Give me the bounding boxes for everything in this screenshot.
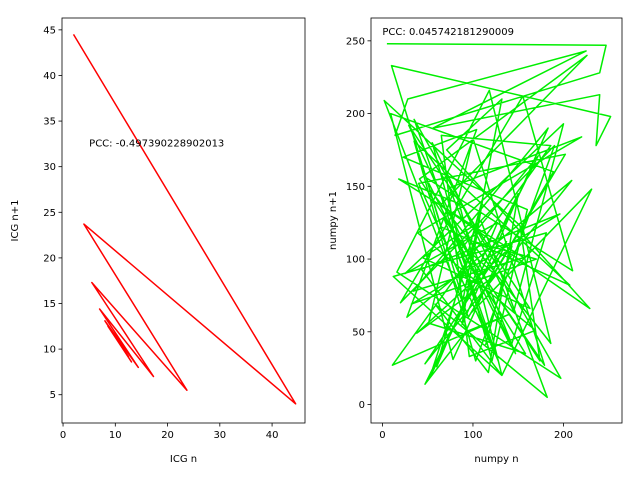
pcc-annotation: PCC: -0.497390228902013 xyxy=(89,139,224,150)
x-axis-label: ICG n xyxy=(170,454,197,465)
right-plot: 0 100 200 0 50 100 150 200 250 numpy n numpy n+1 PC… xyxy=(328,17,623,465)
y-tick-label: 25 xyxy=(43,208,56,219)
y-tick-label: 35 xyxy=(43,117,56,128)
x-tick-label: 0 xyxy=(60,430,66,441)
series-line xyxy=(383,42,612,399)
y-tick-label: 5 xyxy=(50,390,56,401)
y-tick-label: 20 xyxy=(43,253,56,264)
y-tick-label: 40 xyxy=(43,71,56,82)
y-tick-label: 10 xyxy=(43,345,56,356)
y-tick-label: 0 xyxy=(359,400,365,411)
y-tick-label: 200 xyxy=(346,109,365,120)
y-tick-label: 15 xyxy=(43,299,56,310)
x-tick-label: 10 xyxy=(109,430,122,441)
y-tick-label: 30 xyxy=(43,162,56,173)
y-tick-label: 100 xyxy=(346,255,365,266)
y-axis-label: ICG n+1 xyxy=(10,200,21,242)
x-tick-label: 20 xyxy=(161,430,174,441)
axes-frame xyxy=(61,17,306,424)
series-line xyxy=(72,34,297,405)
y-tick-label: 50 xyxy=(352,327,365,338)
left-plot: 0 10 20 30 40 5 10 15 20 25 30 35 40 45 ICG n ICG n+1 PC… xyxy=(10,17,306,465)
x-tick-label: 100 xyxy=(463,430,482,441)
pcc-annotation: PCC: 0.045742181290009 xyxy=(382,27,514,38)
y-axis-label: numpy n+1 xyxy=(328,191,339,250)
x-tick-label: 0 xyxy=(379,430,385,441)
axes-frame xyxy=(370,17,623,424)
x-tick-label: 30 xyxy=(213,430,226,441)
x-tick-label: 40 xyxy=(266,430,279,441)
y-tick-label: 45 xyxy=(43,25,56,36)
y-tick-label: 150 xyxy=(346,182,365,193)
y-tick-label: 250 xyxy=(346,36,365,47)
x-tick-label: 200 xyxy=(554,430,573,441)
x-axis-label: numpy n xyxy=(474,454,518,465)
